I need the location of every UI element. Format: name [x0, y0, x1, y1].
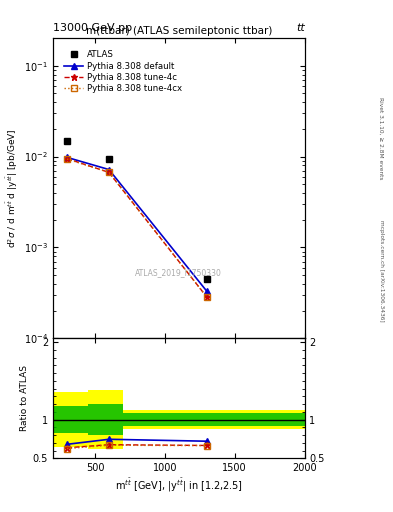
Line: Pythia 8.308 tune-4cx: Pythia 8.308 tune-4cx: [64, 156, 209, 300]
Text: ATLAS_2019_I1750330: ATLAS_2019_I1750330: [135, 268, 222, 277]
ATLAS: [204, 276, 209, 282]
Line: Pythia 8.308 tune-4c: Pythia 8.308 tune-4c: [64, 155, 210, 301]
Text: 13000 GeV pp: 13000 GeV pp: [53, 23, 132, 33]
Pythia 8.308 tune-4cx: [65, 156, 70, 162]
Pythia 8.308 tune-4c: [204, 294, 209, 300]
Line: Pythia 8.308 default: Pythia 8.308 default: [64, 155, 209, 294]
ATLAS: [107, 156, 111, 162]
Y-axis label: d$^2\sigma$ / d m$^{t\bar{t}}$ d |y$^{t\bar{t}}$| [pb/GeV]: d$^2\sigma$ / d m$^{t\bar{t}}$ d |y$^{t\…: [4, 129, 20, 248]
Pythia 8.308 default: [65, 154, 70, 160]
Line: ATLAS: ATLAS: [64, 137, 210, 282]
Title: m(ttbar) (ATLAS semileptonic ttbar): m(ttbar) (ATLAS semileptonic ttbar): [86, 26, 272, 36]
Legend: ATLAS, Pythia 8.308 default, Pythia 8.308 tune-4c, Pythia 8.308 tune-4cx: ATLAS, Pythia 8.308 default, Pythia 8.30…: [62, 49, 184, 95]
Y-axis label: Ratio to ATLAS: Ratio to ATLAS: [20, 365, 29, 431]
ATLAS: [65, 138, 70, 144]
X-axis label: m$^{t\bar{t}}$ [GeV], |y$^{t\bar{t}}$| in [1.2,2.5]: m$^{t\bar{t}}$ [GeV], |y$^{t\bar{t}}$| i…: [115, 477, 243, 495]
Pythia 8.308 default: [107, 166, 111, 173]
Pythia 8.308 tune-4cx: [107, 169, 111, 176]
Pythia 8.308 tune-4c: [65, 156, 70, 162]
Pythia 8.308 tune-4cx: [204, 294, 209, 300]
Text: tt: tt: [296, 23, 305, 33]
Text: Rivet 3.1.10, ≥ 2.8M events: Rivet 3.1.10, ≥ 2.8M events: [379, 97, 384, 180]
Pythia 8.308 tune-4c: [107, 169, 111, 176]
Text: mcplots.cern.ch [arXiv:1306.3436]: mcplots.cern.ch [arXiv:1306.3436]: [379, 221, 384, 322]
Pythia 8.308 default: [204, 288, 209, 294]
